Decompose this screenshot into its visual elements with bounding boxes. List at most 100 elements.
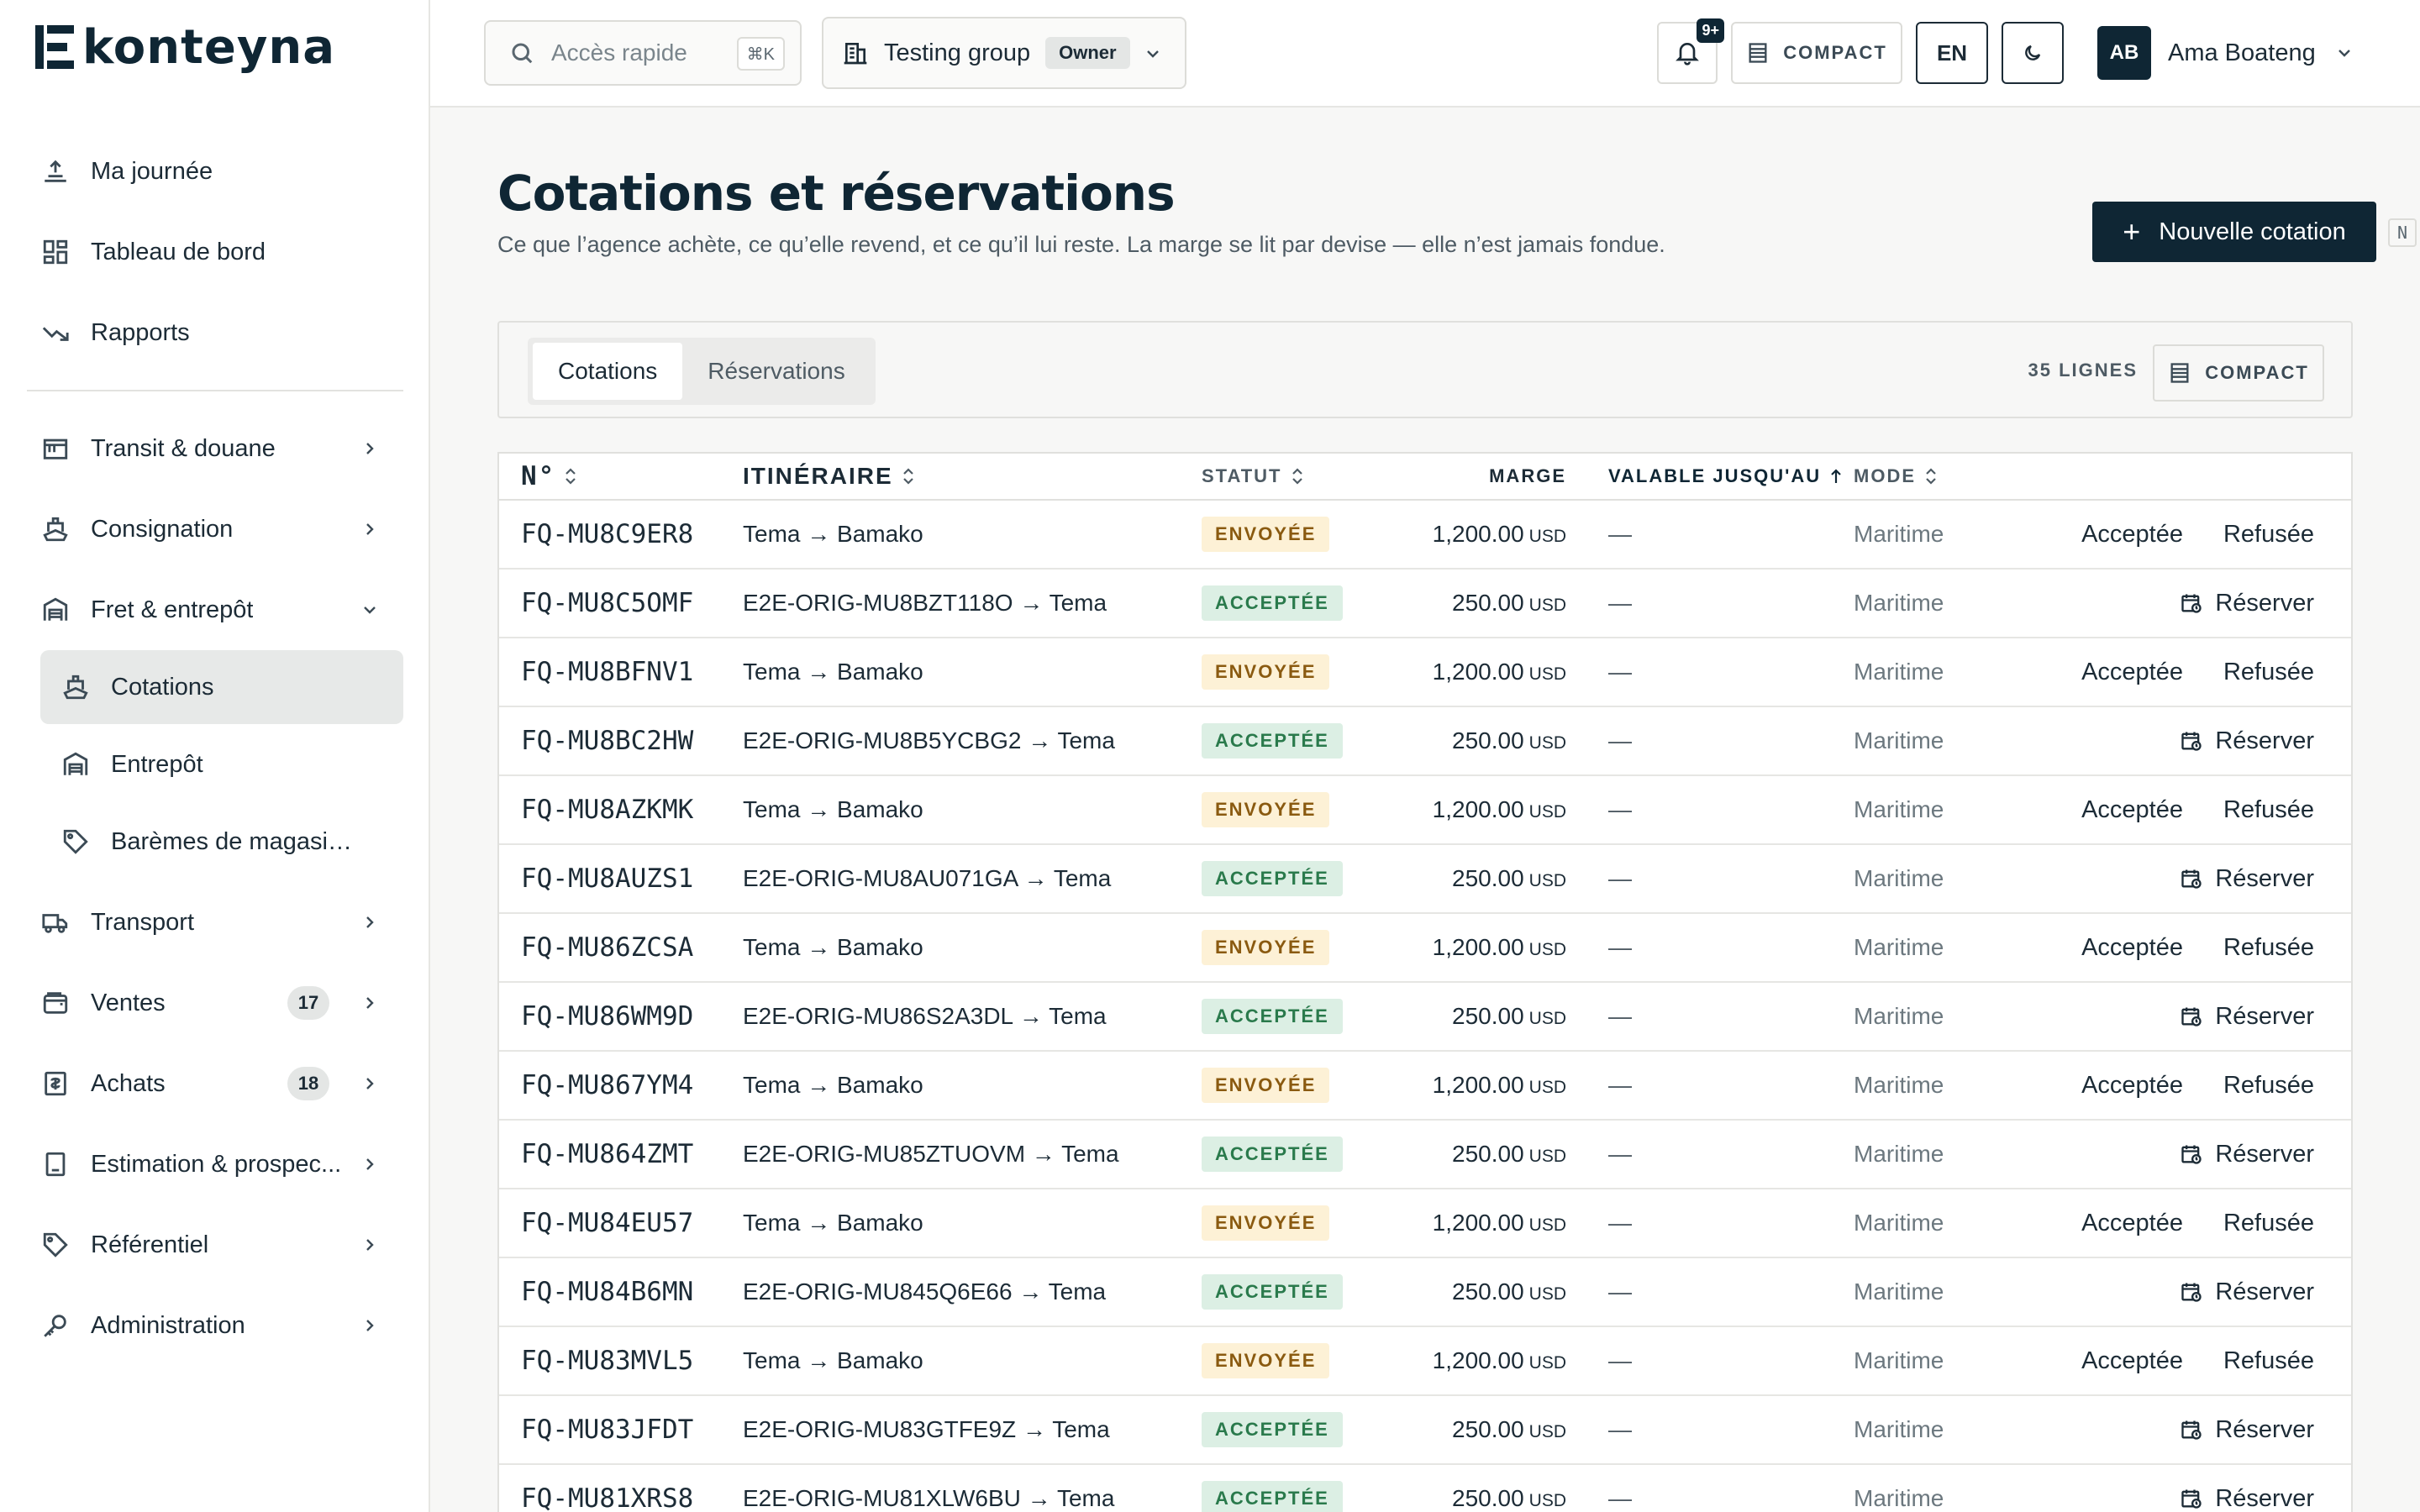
book-button[interactable]: Réserver bbox=[2180, 1416, 2314, 1444]
sort-header-mode[interactable]: MODE bbox=[1854, 465, 2000, 487]
brand-name: konteyna bbox=[82, 19, 335, 75]
nav-item-transit-douane[interactable]: Transit & douane bbox=[27, 408, 403, 489]
compact-toggle-button[interactable]: COMPACT bbox=[2153, 344, 2324, 402]
table-row[interactable]: FQ-MU8AUZS1 E2E-ORIG-MU8AU071GA → Tema ACC… bbox=[499, 845, 2351, 914]
table-row[interactable]: FQ-MU8AZKMK Tema → Bamako ENVOYÉE 1,200.00 U… bbox=[499, 776, 2351, 845]
nav-divider bbox=[27, 390, 403, 391]
nav-subitem-baremes[interactable]: Barèmes de magasinage bbox=[40, 805, 403, 879]
quotation-number[interactable]: FQ-MU86WM9D bbox=[521, 1001, 694, 1032]
quotation-number[interactable]: FQ-MU864ZMT bbox=[521, 1139, 694, 1169]
table-row[interactable]: FQ-MU84EU57 Tema → Bamako ENVOYÉE 1,200.00 U… bbox=[499, 1189, 2351, 1258]
accept-button[interactable]: Acceptée bbox=[2081, 1347, 2183, 1374]
table-row[interactable]: FQ-MU83MVL5 Tema → Bamako ENVOYÉE 1,200.00 U… bbox=[499, 1327, 2351, 1396]
nav-item-referentiel[interactable]: Référentiel bbox=[27, 1205, 403, 1285]
nav-item-rapports[interactable]: Rapports bbox=[27, 292, 403, 373]
table-row[interactable]: FQ-MU8BFNV1 Tema → Bamako ENVOYÉE 1,200.00 U… bbox=[499, 638, 2351, 707]
nav-item-tableau-de-bord[interactable]: Tableau de bord bbox=[27, 212, 403, 292]
book-button[interactable]: Réserver bbox=[2180, 1485, 2314, 1512]
table-row[interactable]: FQ-MU8C5OMF E2E-ORIG-MU8BZT118O → Tema ACC… bbox=[499, 570, 2351, 638]
nav-item-ventes[interactable]: Ventes 17 bbox=[27, 963, 403, 1043]
accept-button[interactable]: Acceptée bbox=[2081, 520, 2183, 548]
sort-header-num[interactable]: N° bbox=[499, 461, 743, 491]
quotation-number[interactable]: FQ-MU8BFNV1 bbox=[521, 657, 694, 687]
quotation-number[interactable]: FQ-MU8C9ER8 bbox=[521, 519, 694, 549]
nav-item-consignation[interactable]: Consignation bbox=[27, 489, 403, 570]
nav-item-administration[interactable]: Administration bbox=[27, 1285, 403, 1366]
chevron-right-icon bbox=[360, 993, 380, 1013]
sort-header-valide[interactable]: VALABLE JUSQU'AU bbox=[1566, 465, 1854, 487]
quotation-number[interactable]: FQ-MU83MVL5 bbox=[521, 1346, 694, 1376]
book-button[interactable]: Réserver bbox=[2180, 1003, 2314, 1031]
nav-label: Cotations bbox=[111, 673, 214, 701]
refuse-button[interactable]: Refusée bbox=[2223, 1347, 2314, 1374]
quotation-number[interactable]: FQ-MU8AUZS1 bbox=[521, 864, 694, 894]
table-row[interactable]: FQ-MU867YM4 Tema → Bamako ENVOYÉE 1,200.00 U… bbox=[499, 1052, 2351, 1121]
tab-cotations[interactable]: Cotations bbox=[533, 343, 683, 400]
refuse-button[interactable]: Refusée bbox=[2223, 658, 2314, 685]
customs-icon bbox=[40, 433, 71, 464]
refuse-button[interactable]: Refusée bbox=[2223, 1209, 2314, 1236]
table-row[interactable]: FQ-MU84B6MN E2E-ORIG-MU845Q6E66 → Tema ACC… bbox=[499, 1258, 2351, 1327]
theme-toggle-button[interactable] bbox=[2002, 22, 2064, 84]
book-button[interactable]: Réserver bbox=[2180, 865, 2314, 893]
table-row[interactable]: FQ-MU864ZMT E2E-ORIG-MU85ZTUOVM → Tema ACC… bbox=[499, 1121, 2351, 1189]
nav-item-achats[interactable]: Achats 18 bbox=[27, 1043, 403, 1124]
table-row[interactable]: FQ-MU8C9ER8 Tema → Bamako ENVOYÉE 1,200.00 U… bbox=[499, 501, 2351, 570]
logo[interactable]: konteyna bbox=[35, 20, 335, 75]
book-button[interactable]: Réserver bbox=[2180, 1141, 2314, 1168]
sort-header-itineraire[interactable]: ITINÉRAIRE bbox=[743, 463, 1202, 490]
quotation-number[interactable]: FQ-MU86ZCSA bbox=[521, 932, 694, 963]
nav-item-estimation[interactable]: Estimation & prospec... bbox=[27, 1124, 403, 1205]
table-row[interactable]: FQ-MU83JFDT E2E-ORIG-MU83GTFE9Z → Tema ACC… bbox=[499, 1396, 2351, 1465]
table-row[interactable]: FQ-MU8BC2HW E2E-ORIG-MU8B5YCBG2 → Tema ACC… bbox=[499, 707, 2351, 776]
accept-button[interactable]: Acceptée bbox=[2081, 658, 2183, 685]
accept-button[interactable]: Acceptée bbox=[2081, 1209, 2183, 1236]
table-row[interactable]: FQ-MU86WM9D E2E-ORIG-MU86S2A3DL → Tema ACC… bbox=[499, 983, 2351, 1052]
group-selector[interactable]: Testing group Owner bbox=[822, 17, 1186, 89]
table-row[interactable]: FQ-MU86ZCSA Tema → Bamako ENVOYÉE 1,200.00 U… bbox=[499, 914, 2351, 983]
quotation-number[interactable]: FQ-MU84EU57 bbox=[521, 1208, 694, 1238]
quotation-number[interactable]: FQ-MU84B6MN bbox=[521, 1277, 694, 1307]
nav-item-ma-journee[interactable]: Ma journée bbox=[27, 131, 403, 212]
notifications-button[interactable]: 9+ bbox=[1657, 18, 1724, 84]
language-button[interactable]: EN bbox=[1916, 22, 1988, 84]
nav-label: Tableau de bord bbox=[91, 238, 266, 265]
currency: USD bbox=[1528, 1147, 1566, 1166]
book-label: Réserver bbox=[2215, 1140, 2314, 1168]
book-button[interactable]: Réserver bbox=[2180, 727, 2314, 755]
accept-button[interactable]: Acceptée bbox=[2081, 1071, 2183, 1099]
nav-item-fret-entrepot[interactable]: Fret & entrepôt bbox=[27, 570, 403, 650]
book-button[interactable]: Réserver bbox=[2180, 590, 2314, 617]
refuse-button[interactable]: Refusée bbox=[2223, 520, 2314, 548]
quotation-number[interactable]: FQ-MU8C5OMF bbox=[521, 588, 694, 618]
quotation-number[interactable]: FQ-MU83JFDT bbox=[521, 1415, 694, 1445]
accept-button[interactable]: Acceptée bbox=[2081, 933, 2183, 961]
refuse-button[interactable]: Refusée bbox=[2223, 933, 2314, 961]
quotation-number[interactable]: FQ-MU8AZKMK bbox=[521, 795, 694, 825]
quotation-number[interactable]: FQ-MU867YM4 bbox=[521, 1070, 694, 1100]
transport-mode: Maritime bbox=[1854, 1210, 1944, 1236]
user-menu[interactable]: AB Ama Boateng bbox=[2097, 25, 2354, 81]
row-actions: Acceptée Refusée bbox=[2000, 659, 2351, 686]
sort-header-statut[interactable]: STATUT bbox=[1202, 465, 1370, 487]
status-badge: ACCEPTÉE bbox=[1202, 1412, 1343, 1447]
refuse-button[interactable]: Refusée bbox=[2223, 795, 2314, 823]
compact-toggle-button[interactable]: COMPACT bbox=[1731, 22, 1902, 84]
nav-subitem-cotations[interactable]: Cotations bbox=[40, 650, 403, 724]
valid-until: — bbox=[1608, 1210, 1632, 1236]
quick-access-search[interactable]: Accès rapide ⌘K bbox=[484, 20, 802, 86]
quotation-number[interactable]: FQ-MU8BC2HW bbox=[521, 726, 694, 756]
tab-reservations[interactable]: Réservations bbox=[708, 358, 845, 384]
page-title: Cotations et réservations bbox=[497, 165, 1176, 222]
chevron-right-icon bbox=[360, 438, 380, 459]
nav-item-transport[interactable]: Transport bbox=[27, 882, 403, 963]
accept-button[interactable]: Acceptée bbox=[2081, 795, 2183, 823]
row-count: 35 LIGNES bbox=[2028, 360, 2138, 381]
new-quotation-button[interactable]: + Nouvelle cotation bbox=[2092, 202, 2376, 262]
book-button[interactable]: Réserver bbox=[2180, 1278, 2314, 1306]
refuse-button[interactable]: Refusée bbox=[2223, 1071, 2314, 1099]
quotation-number[interactable]: FQ-MU81XRS8 bbox=[521, 1483, 694, 1512]
table-row[interactable]: FQ-MU81XRS8 E2E-ORIG-MU81XLW6BU → Tema ACC… bbox=[499, 1465, 2351, 1512]
nav-subitem-entrepot[interactable]: Entrepôt bbox=[40, 727, 403, 801]
margin-cell: 250.00 USD bbox=[1370, 1003, 1566, 1030]
